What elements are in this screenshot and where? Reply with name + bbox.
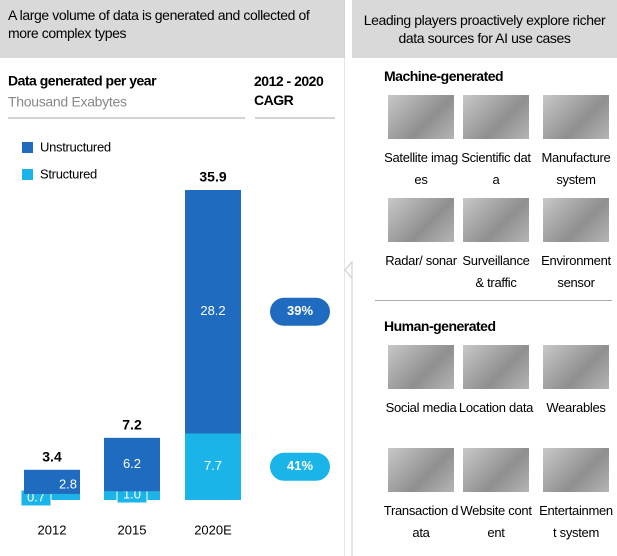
left-header: A large volume of data is generated and … [0, 0, 345, 58]
thumbnail [543, 95, 609, 139]
x-tick-label: 2012 [38, 522, 67, 537]
cagr-label: 41% [287, 458, 313, 473]
total-label: 3.4 [42, 448, 62, 464]
legend-label: Structured [40, 166, 97, 181]
thumbnail [388, 345, 454, 389]
value-label: 7.7 [204, 458, 222, 473]
thumbnail [543, 198, 609, 242]
value-label: 2.8 [59, 476, 77, 491]
separator [375, 300, 612, 301]
source-item: Social media [385, 400, 457, 415]
thumbnail [388, 95, 454, 139]
source-item: Wearables [546, 400, 606, 415]
y-label: Thousand Exabytes [8, 94, 127, 110]
legend-swatch [22, 169, 33, 180]
source-item: Radar/ sonar [385, 253, 457, 268]
source-item: Manufacture system [541, 150, 611, 187]
cagr-title: 2012 - 2020 CAGR [254, 73, 324, 108]
bar-segment [24, 493, 80, 500]
thumbnail [463, 448, 529, 492]
source-item: Scientific data [461, 150, 531, 187]
x-tick-label: 2020E [194, 522, 232, 537]
group-title: Machine-generated [384, 68, 504, 84]
group-title: Human-generated [384, 318, 496, 334]
connector-line [344, 260, 353, 556]
connector [344, 260, 353, 556]
thumbnail [388, 448, 454, 492]
thumbnail [543, 448, 609, 492]
cagr-label: 39% [287, 303, 313, 318]
cagr-title-box: 2012 - 2020 CAGR [254, 73, 324, 108]
source-item: Satellite images [384, 150, 458, 187]
source-item: Website content [460, 503, 532, 540]
right-header: Leading players proactively explore rich… [352, 0, 617, 58]
value-label: 28.2 [200, 303, 225, 318]
thumbnail [463, 95, 529, 139]
source-item: Surveillance & traffic [462, 253, 530, 290]
cagr-pill [270, 452, 330, 481]
cagr-pill [270, 297, 330, 326]
chart-subtitle: Data generated per year [8, 73, 157, 89]
thumbnail [388, 198, 454, 242]
value-label: 6.2 [123, 456, 141, 471]
source-item: Location data [458, 400, 534, 415]
source-item: Environment sensor [541, 253, 611, 290]
bar-segment [104, 437, 160, 492]
bar-segment [24, 469, 80, 494]
thumbnail [463, 345, 529, 389]
bar-segment [185, 433, 241, 500]
legend-label: Unstructured [40, 139, 111, 154]
x-tick-label: 2015 [118, 522, 147, 537]
source-item: Transaction data [383, 503, 459, 540]
source-item: Entertainmen t system [539, 503, 613, 540]
thumbnail [543, 345, 609, 389]
thumbnail [463, 198, 529, 242]
total-label: 7.2 [122, 417, 142, 433]
bar-segment [185, 190, 241, 434]
chart: Data generated per year Thousand Exabyte… [8, 0, 345, 556]
total-label: 35.9 [199, 169, 226, 185]
legend-swatch [22, 142, 33, 153]
